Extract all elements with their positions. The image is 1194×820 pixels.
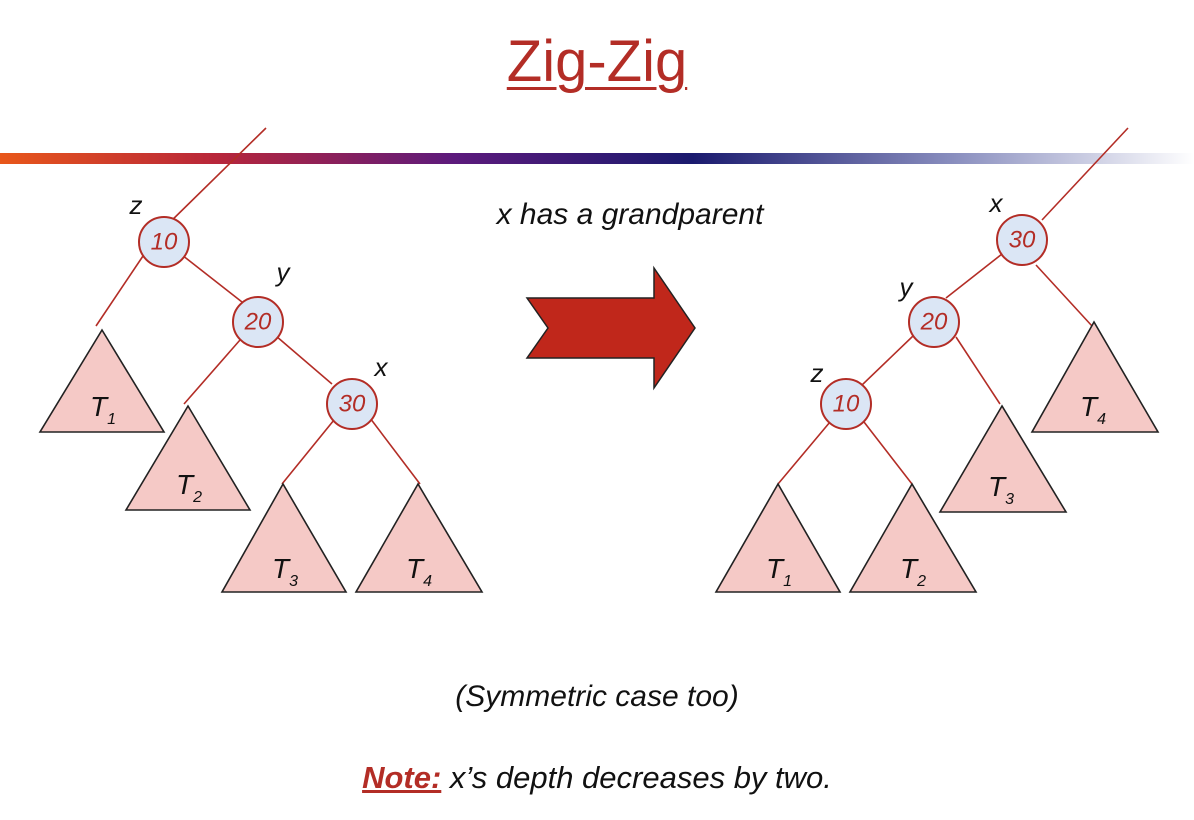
subtree-label: T3 [988, 471, 1014, 508]
edge [945, 253, 1003, 299]
node-label: y [275, 257, 292, 287]
node-key: 10 [833, 391, 860, 418]
grandparent-caption: x has a grandparent [496, 198, 764, 231]
subtree-t1-before [38, 328, 166, 433]
subtree-t4-before [354, 482, 484, 593]
before-tree: T1 T2 T3 T4 10 z 20 y 30 x [38, 127, 484, 593]
node-key: 20 [244, 309, 272, 336]
subtree-t3-after [938, 404, 1068, 513]
node-key: 30 [1009, 227, 1036, 254]
subtree-label: T1 [766, 553, 792, 590]
tree-node [232, 296, 284, 348]
edge [1035, 264, 1093, 327]
node-key: 20 [920, 309, 948, 336]
subtree-label: T4 [1080, 391, 1106, 428]
subtree-label: T2 [176, 469, 202, 506]
subtree-t1-after [714, 482, 842, 593]
subtree-t3-before [220, 482, 348, 593]
node-key: 10 [151, 229, 178, 256]
node-label: z [810, 358, 824, 388]
edge [955, 336, 1001, 405]
edge [183, 339, 241, 405]
tree-node [820, 378, 872, 430]
transform-arrow-icon [525, 265, 696, 391]
edge [1041, 127, 1129, 221]
edge [861, 335, 914, 386]
edge [163, 127, 267, 229]
tree-node [996, 214, 1048, 266]
subtree-label: T1 [90, 391, 116, 428]
subtree-t4-after [1030, 320, 1160, 433]
subtree-t2-before [124, 404, 252, 511]
edge [777, 421, 831, 485]
node-label: x [988, 188, 1004, 218]
subtree-label: T4 [406, 553, 432, 590]
subtree-label: T2 [900, 553, 926, 590]
node-label: x [373, 352, 389, 382]
tree-node [908, 296, 960, 348]
note-text: x’s depth decreases by two. [449, 760, 832, 795]
after-tree: T4 T3 T1 T2 30 x 20 y 10 z [714, 127, 1160, 593]
gradient-divider [0, 153, 1194, 164]
symmetric-caption: (Symmetric case too) [455, 680, 739, 713]
edge [369, 417, 421, 485]
tree-node [326, 378, 378, 430]
node-label: y [898, 272, 915, 302]
note-line: Note: x’s depth decreases by two. [0, 760, 1194, 796]
edge [275, 335, 333, 385]
slide-title: Zig-Zig [506, 29, 688, 94]
subtree-label: T3 [272, 553, 298, 590]
edge [95, 255, 144, 327]
edge [863, 421, 913, 485]
node-label: z [129, 190, 143, 220]
node-key: 30 [339, 391, 366, 418]
note-label: Note: [362, 760, 442, 795]
subtree-t2-after [848, 482, 978, 593]
edge [281, 419, 335, 485]
tree-node [138, 216, 190, 268]
edge [181, 254, 243, 303]
